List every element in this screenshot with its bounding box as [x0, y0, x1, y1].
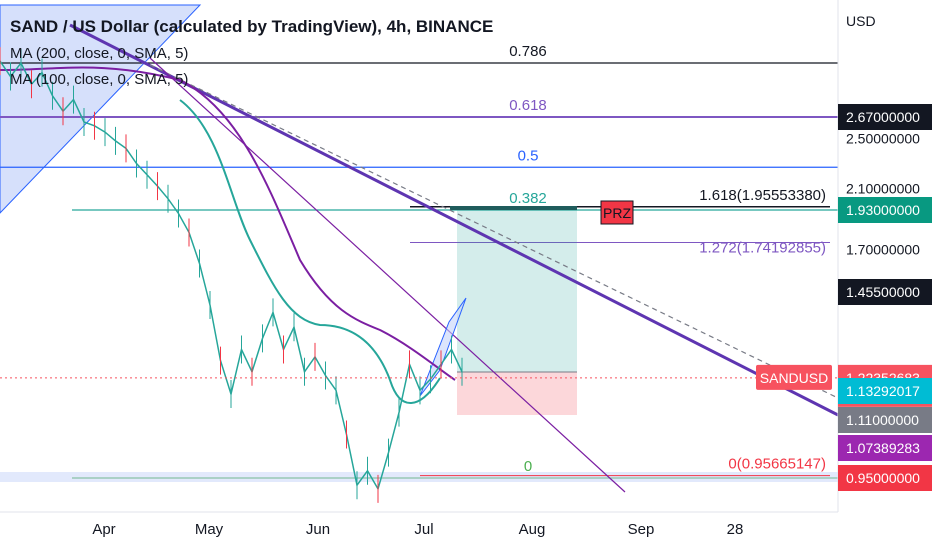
- prz-box[interactable]: [600, 200, 634, 225]
- x-tick-label-6: 28: [727, 521, 744, 538]
- ma-100-line: [179, 99, 441, 404]
- x-tick-label-3: Jul: [414, 521, 433, 538]
- fib-level-label-3: 0.382: [509, 190, 547, 207]
- extension-level-label-1: 1.272(1.74192855): [699, 239, 826, 256]
- chart-title: SAND / US Dollar (calculated by TradingV…: [10, 17, 493, 36]
- triangle-drawing[interactable]: [0, 4, 202, 214]
- extension-level-label-0: 1.618(1.95553380): [699, 187, 826, 204]
- price-tag-7: [838, 465, 932, 491]
- price-tag-label-2: 1.45500000: [846, 284, 920, 300]
- price-tag-label-5: 1.11000000: [846, 412, 919, 428]
- x-tick-label-0: Apr: [92, 521, 115, 538]
- price-tag-2: [838, 279, 932, 305]
- price-tag-label-4: 1.13292017: [846, 383, 920, 399]
- ma-200-legend[interactable]: MA (200, close, 0, SMA, 5): [10, 45, 188, 62]
- price-tag-1: [838, 197, 932, 223]
- secondary-trendline[interactable]: [149, 57, 626, 493]
- rising-channel[interactable]: [419, 297, 467, 397]
- fib-level-label-4: 0: [524, 458, 532, 475]
- price-tag-6: [838, 435, 932, 461]
- trendline-dashed: [149, 64, 839, 399]
- x-tick-label-1: May: [195, 521, 224, 538]
- x-tick-label-5: Sep: [628, 521, 655, 538]
- price-tag-label-6: 1.07389283: [846, 440, 920, 456]
- price-tag-label-7: 0.95000000: [846, 470, 920, 486]
- support-zone: [0, 472, 838, 482]
- y-tick-label-1: 2.10000000: [846, 181, 920, 197]
- y-tick-label-0: 2.50000000: [846, 130, 920, 146]
- y-tick-label-2: 1.70000000: [846, 242, 920, 258]
- prz-label: PRZ: [603, 205, 631, 221]
- ma-100-legend[interactable]: MA (100, close, 0, SMA, 5): [10, 71, 188, 88]
- x-tick-label-4: Aug: [519, 521, 546, 538]
- fib-level-label-1: 0.618: [509, 97, 547, 114]
- price-tag-label-1: 1.93000000: [846, 202, 920, 218]
- currency-label: USD: [846, 13, 876, 29]
- price-tag-5: [838, 407, 932, 433]
- ma-200-line: [0, 66, 456, 381]
- plot-area: [0, 0, 838, 512]
- x-tick-label-2: Jun: [306, 521, 330, 538]
- symbol-tag-label: SANDUSD: [760, 370, 828, 386]
- fib-level-label-2: 0.5: [518, 147, 539, 164]
- extension-level-label-2: 0(0.95665147): [728, 456, 826, 473]
- price-tag-0: [838, 104, 932, 130]
- fib-level-label-0: 0.786: [509, 43, 547, 60]
- price-tag-4: [838, 378, 932, 404]
- price-tag-label-0: 2.67000000: [846, 109, 920, 125]
- long-target-zone[interactable]: [457, 210, 577, 372]
- symbol-tag: [756, 364, 832, 390]
